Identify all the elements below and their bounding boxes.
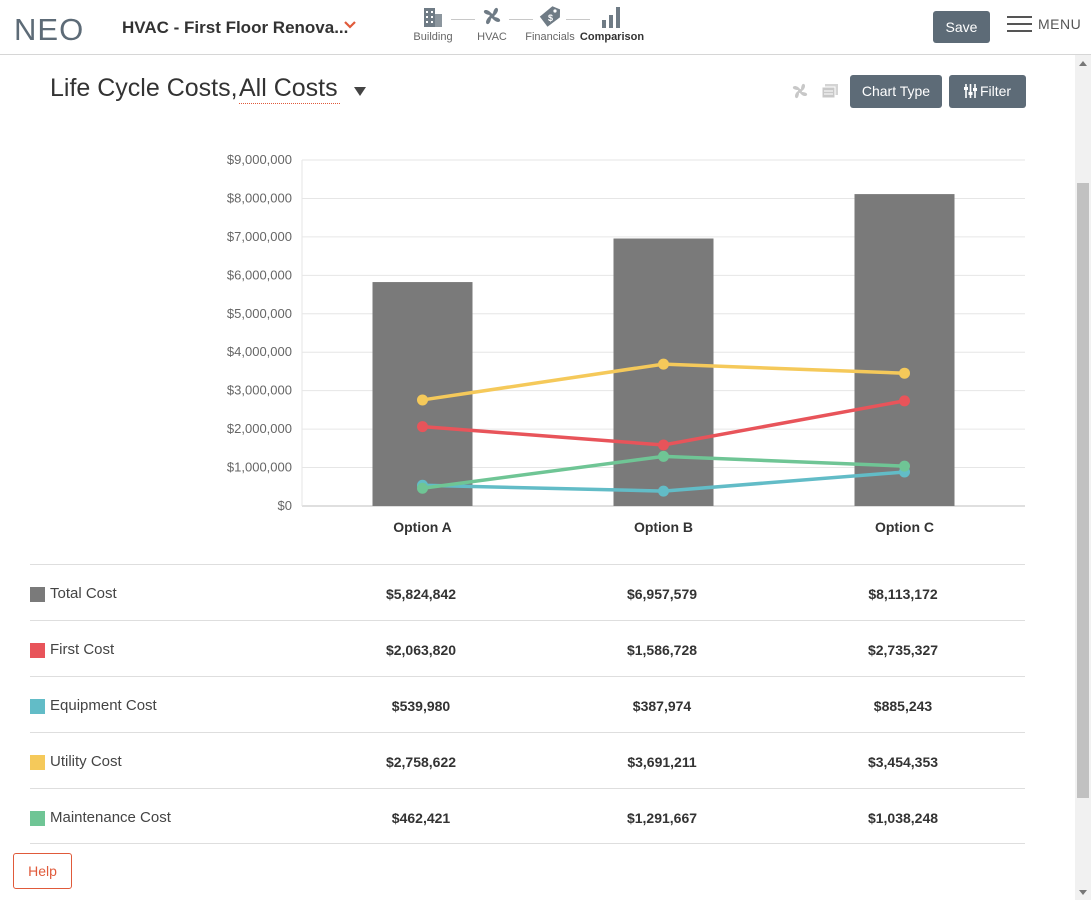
page-scrollbar[interactable] [1075,55,1091,900]
page-title: Life Cycle Costs, [50,74,238,102]
legend-swatch [30,587,45,602]
step-financials[interactable]: $ Financials [521,4,579,43]
x-tick-label: Option B [634,519,693,535]
row-label: First Cost [50,641,115,658]
step-label: Comparison [579,31,645,43]
menu-label: MENU [1038,16,1082,32]
y-tick-label: $0 [278,498,292,513]
scroll-up-arrow-icon[interactable] [1079,61,1087,66]
y-tick-label: $9,000,000 [227,152,292,167]
table-cell: $1,586,728 [626,642,698,658]
workflow-steps: Building HVAC $ Financials [405,4,650,52]
table-cell: $885,243 [873,698,933,714]
table-cell: $8,113,172 [868,586,938,602]
chevron-down-icon[interactable] [343,19,357,31]
y-tick-label: $5,000,000 [227,306,292,321]
table-cell: $462,421 [391,810,451,826]
data-point-first-cost [658,439,669,451]
chart-type-button[interactable]: Chart Type [850,75,942,108]
y-tick-label: $8,000,000 [227,190,292,205]
table-cell: $3,454,353 [867,754,939,770]
table-cell: $2,735,327 [867,642,939,658]
y-tick-label: $3,000,000 [227,383,292,398]
scrollbar-thumb[interactable] [1077,183,1089,798]
step-building[interactable]: Building [409,4,457,43]
step-label: Financials [525,31,575,43]
step-comparison[interactable]: Comparison [579,4,645,43]
filter-button[interactable]: Filter [949,75,1026,108]
project-title[interactable]: HVAC - First Floor Renova... [122,18,349,37]
svg-text:$: $ [548,13,553,23]
fan-icon [483,7,501,25]
table-cell: $2,758,622 [385,754,457,770]
legend-swatch [30,643,45,658]
dropdown-caret-icon[interactable] [354,87,366,96]
step-connector [509,19,533,20]
legend-swatch [30,755,45,770]
legend-swatch [30,699,45,714]
data-point-first-cost [899,395,910,407]
fan-icon[interactable] [790,82,810,100]
table-cell: $387,974 [632,698,692,714]
row-label: Maintenance Cost [50,809,171,826]
step-hvac[interactable]: HVAC [469,4,515,43]
x-tick-label: Option A [393,519,452,535]
row-label: Equipment Cost [50,697,157,714]
table-row: Total Cost $5,824,842 $6,957,579 $8,113,172 [30,564,1025,620]
data-point-utility-cost [658,358,669,370]
help-button[interactable]: Help [13,853,72,889]
table-cell: $3,691,211 [627,754,697,770]
step-label: Building [413,31,453,43]
cost-filter-dropdown[interactable]: All Costs [239,74,340,104]
y-tick-label: $7,000,000 [227,229,292,244]
data-point-maintenance-cost [899,460,910,472]
y-tick-label: $4,000,000 [227,344,292,359]
top-navigation-bar: NEO HVAC - First Floor Renova... Buildin… [0,0,1091,55]
price-tag-icon: $ [539,6,561,27]
table-cell: $1,291,667 [626,810,698,826]
building-icon [424,8,442,27]
neo-logo[interactable]: NEO [14,12,85,47]
scroll-down-arrow-icon[interactable] [1079,890,1087,895]
sliders-icon [964,84,977,98]
y-tick-label: $2,000,000 [227,421,292,436]
table-cell: $5,824,842 [385,586,457,602]
table-row: Utility Cost $2,758,622 $3,691,211 $3,454,3… [30,732,1025,788]
data-point-maintenance-cost [658,450,669,462]
y-tick-label: $1,000,000 [227,460,292,475]
step-label: HVAC [477,31,507,43]
data-point-equipment-cost [658,485,669,497]
data-point-utility-cost [417,394,428,406]
cost-table: Total Cost $5,824,842 $6,957,579 $8,113,172… [30,564,1025,844]
row-label: Total Cost [50,585,117,602]
table-cell: $2,063,820 [385,642,457,658]
data-point-maintenance-cost [417,482,428,494]
table-row: Maintenance Cost $462,421 $1,291,667 $1,038… [30,788,1025,844]
table-row: First Cost $2,063,820 $1,586,728 $2,735,327 [30,620,1025,676]
y-tick-label: $6,000,000 [227,267,292,282]
step-connector [451,19,475,20]
bar-total-cost [854,194,955,506]
row-label: Utility Cost [50,753,122,770]
x-tick-label: Option C [875,519,934,535]
notes-icon[interactable] [820,82,840,100]
data-point-utility-cost [899,367,910,379]
data-point-first-cost [417,421,428,433]
bar-chart-icon [602,7,620,28]
filter-label: Filter [979,83,1012,99]
legend-swatch [30,811,45,826]
step-connector [566,19,590,20]
table-cell: $1,038,248 [867,810,939,826]
bar-total-cost [613,238,714,506]
table-cell: $539,980 [391,698,451,714]
save-button[interactable]: Save [933,11,990,43]
table-cell: $6,957,579 [626,586,698,602]
table-row: Equipment Cost $539,980 $387,974 $885,243 [30,676,1025,732]
life-cycle-cost-chart: $0 $1,000,000 $2,000,000 $3,000,000 $4,000,0… [227,152,1025,535]
hamburger-icon [1007,16,1032,34]
